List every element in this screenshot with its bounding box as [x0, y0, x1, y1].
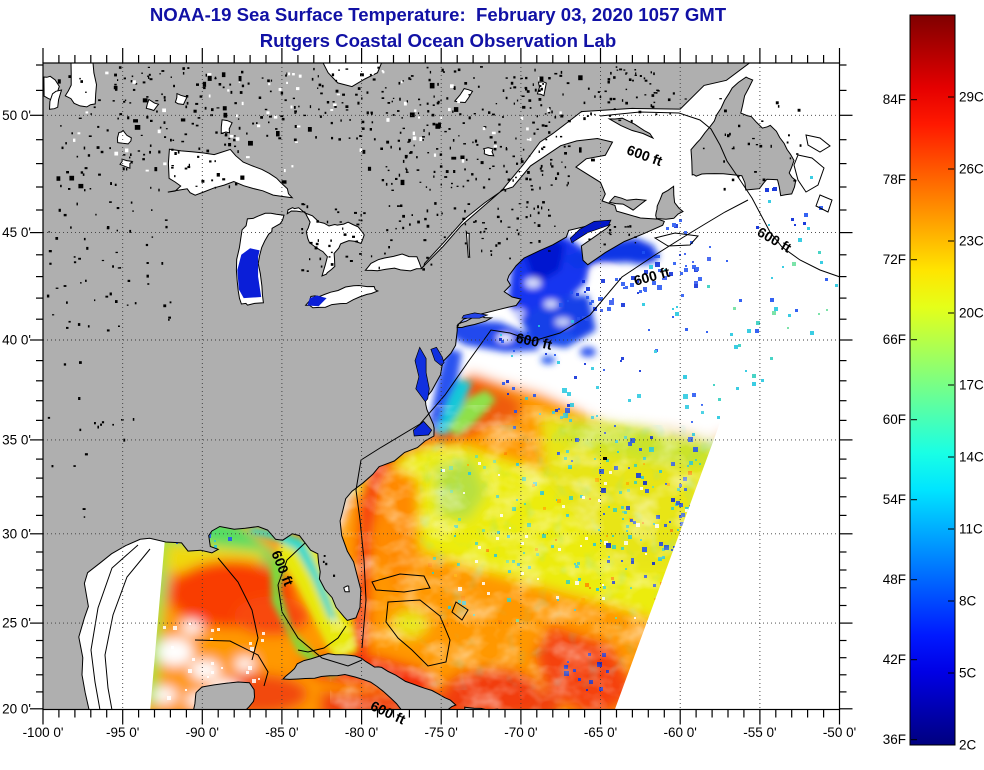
svg-text:5C: 5C: [959, 666, 977, 681]
svg-text:-85 0': -85 0': [265, 725, 298, 740]
svg-text:14C: 14C: [959, 450, 984, 465]
svg-text:25 0': 25 0': [2, 616, 31, 631]
svg-text:-80 0': -80 0': [345, 725, 378, 740]
svg-text:2C: 2C: [959, 738, 977, 753]
svg-text:-60 0': -60 0': [664, 725, 697, 740]
svg-text:72F: 72F: [883, 252, 906, 267]
svg-text:NOAA-19 Sea Surface Temperatur: NOAA-19 Sea Surface Temperature: Februar…: [150, 4, 727, 25]
svg-text:78F: 78F: [883, 172, 906, 187]
svg-text:-95 0': -95 0': [106, 725, 139, 740]
svg-text:50 0': 50 0': [2, 108, 31, 123]
svg-text:20C: 20C: [959, 306, 984, 321]
svg-text:26C: 26C: [959, 162, 984, 177]
svg-text:-55 0': -55 0': [743, 725, 776, 740]
svg-text:23C: 23C: [959, 234, 984, 249]
svg-text:60F: 60F: [883, 412, 906, 427]
svg-text:35 0': 35 0': [2, 432, 31, 447]
svg-text:-65 0': -65 0': [584, 725, 617, 740]
svg-text:-75 0': -75 0': [425, 725, 458, 740]
svg-text:42F: 42F: [883, 652, 906, 667]
svg-text:8C: 8C: [959, 594, 977, 609]
svg-text:-100 0': -100 0': [23, 725, 64, 740]
svg-text:Rutgers Coastal Ocean Observat: Rutgers Coastal Ocean Observation Lab: [260, 30, 616, 51]
svg-text:17C: 17C: [959, 378, 984, 393]
svg-text:11C: 11C: [959, 522, 983, 537]
svg-text:-90 0': -90 0': [186, 725, 219, 740]
svg-text:-50 0': -50 0': [823, 725, 856, 740]
svg-text:36F: 36F: [883, 732, 906, 747]
svg-text:20 0': 20 0': [2, 701, 31, 716]
svg-text:40 0': 40 0': [2, 333, 31, 348]
svg-text:600 ft: 600 ft: [514, 329, 553, 352]
svg-text:-70 0': -70 0': [504, 725, 537, 740]
svg-text:66F: 66F: [883, 332, 906, 347]
svg-text:30 0': 30 0': [2, 526, 31, 541]
svg-text:84F: 84F: [883, 92, 906, 107]
svg-text:48F: 48F: [883, 572, 906, 587]
svg-text:45 0': 45 0': [2, 225, 31, 240]
svg-text:29C: 29C: [959, 90, 984, 105]
svg-text:54F: 54F: [883, 492, 906, 507]
